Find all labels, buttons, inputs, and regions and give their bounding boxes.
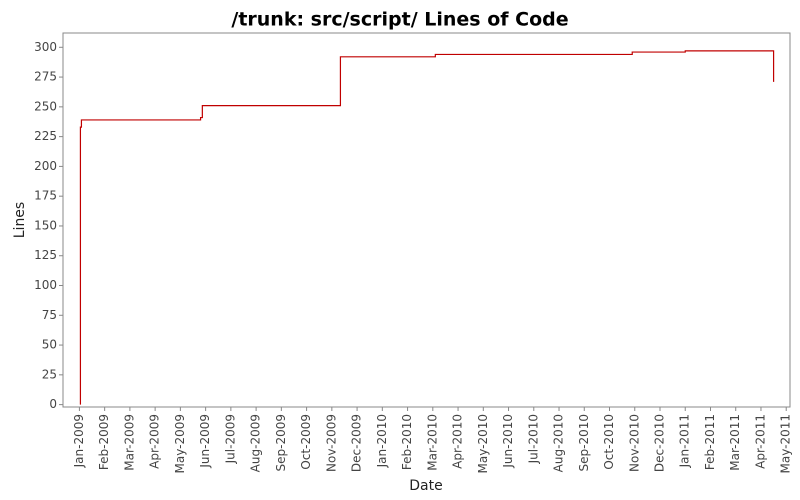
step-line bbox=[79, 50, 775, 405]
x-tick-label: Jan-2009 bbox=[72, 414, 86, 468]
x-tick-label: Oct-2009 bbox=[299, 414, 313, 470]
x-tick-label: Jul-2009 bbox=[223, 414, 237, 464]
y-tick-label: 175 bbox=[34, 189, 57, 203]
x-tick-label: Mar-2010 bbox=[425, 414, 439, 471]
y-tick-label: 275 bbox=[34, 70, 57, 84]
x-tick-label: Nov-2010 bbox=[627, 414, 641, 472]
x-tick-label: May-2009 bbox=[173, 414, 187, 473]
x-tick-label: Aug-2010 bbox=[552, 414, 566, 472]
y-tick-label: 150 bbox=[34, 218, 57, 232]
x-tick-label: Feb-2009 bbox=[97, 414, 111, 470]
x-tick-label: Dec-2009 bbox=[350, 414, 364, 472]
x-tick-label: May-2010 bbox=[476, 414, 490, 473]
x-tick-label: Jun-2010 bbox=[501, 414, 515, 469]
y-tick-label: 200 bbox=[34, 159, 57, 173]
x-tick-label: Feb-2011 bbox=[703, 414, 717, 470]
y-tick-label: 0 bbox=[49, 397, 57, 411]
x-tick-label: Jun-2009 bbox=[198, 414, 212, 469]
x-tick-label: Feb-2010 bbox=[400, 414, 414, 470]
y-tick-label: 75 bbox=[42, 308, 57, 322]
x-axis-label: Date bbox=[409, 478, 442, 494]
x-tick-label: Mar-2009 bbox=[122, 414, 136, 471]
y-axis-label: Lines bbox=[12, 202, 28, 238]
y-tick-label: 250 bbox=[34, 99, 57, 113]
x-tick-label: Sep-2009 bbox=[274, 414, 288, 472]
x-tick-label: May-2011 bbox=[779, 414, 793, 473]
x-tick-label: Aug-2009 bbox=[249, 414, 263, 472]
plot-area bbox=[62, 32, 791, 408]
x-tick-label: Apr-2009 bbox=[148, 414, 162, 469]
x-tick-label: Mar-2011 bbox=[728, 414, 742, 471]
x-tick-label: Jan-2010 bbox=[375, 414, 389, 468]
y-tick-label: 50 bbox=[42, 338, 57, 352]
x-tick-label: Apr-2010 bbox=[451, 414, 465, 469]
y-tick-label: 25 bbox=[42, 367, 57, 381]
x-tick-label: Nov-2009 bbox=[324, 414, 338, 472]
x-tick-label: Jul-2010 bbox=[526, 414, 540, 464]
x-tick-label: Dec-2010 bbox=[652, 414, 666, 472]
y-tick-label: 100 bbox=[34, 278, 57, 292]
chart-title: /trunk: src/script/ Lines of Code bbox=[231, 9, 568, 31]
y-tick-label: 300 bbox=[34, 40, 57, 54]
y-tick-label: 225 bbox=[34, 129, 57, 143]
y-tick-label: 125 bbox=[34, 248, 57, 262]
x-tick-label: Apr-2011 bbox=[753, 414, 767, 469]
x-tick-label: Jan-2011 bbox=[678, 414, 692, 468]
x-tick-label: Sep-2010 bbox=[577, 414, 591, 472]
x-tick-label: Oct-2010 bbox=[602, 414, 616, 470]
